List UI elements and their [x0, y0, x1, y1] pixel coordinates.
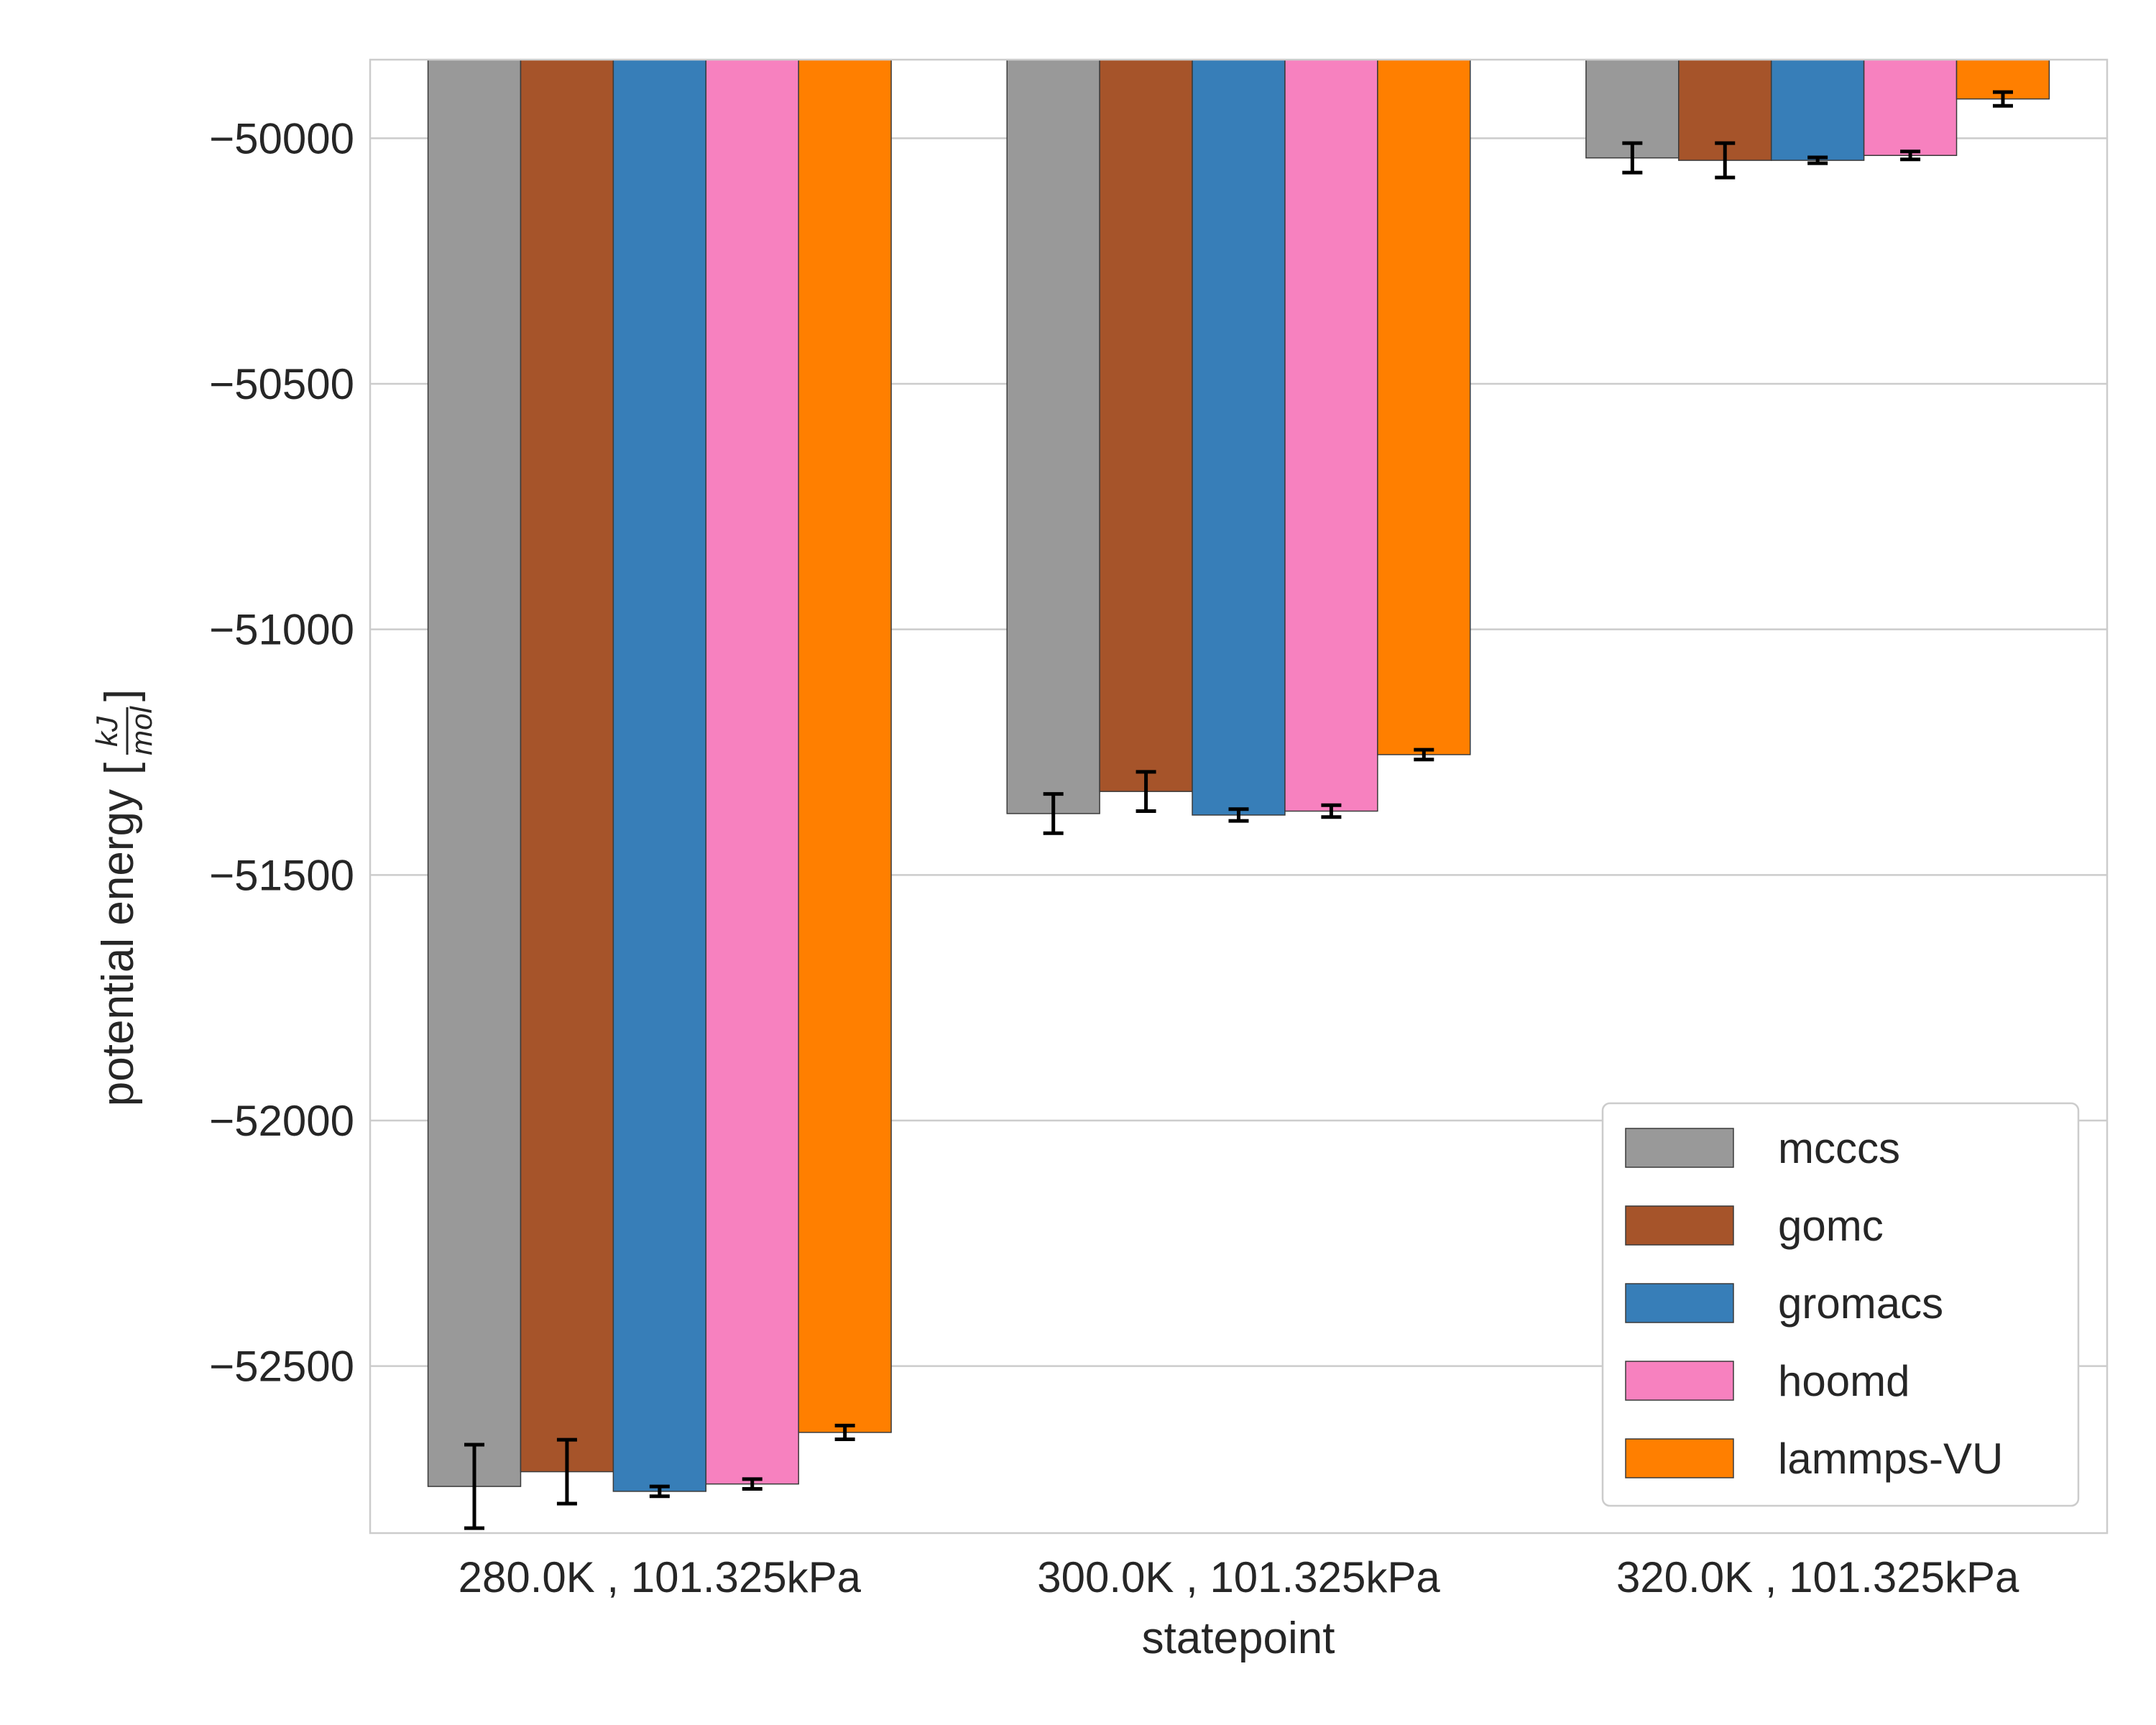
error-bar-hoomd — [1321, 803, 1342, 819]
y-tick-label: −52000 — [209, 1097, 354, 1145]
y-axis-label-close-bracket: ] — [96, 689, 146, 702]
bar-gromacs — [1192, 59, 1286, 816]
legend-swatch — [1625, 1361, 1734, 1401]
bar-gomc — [1099, 59, 1193, 792]
bar-lammps-VU — [798, 59, 892, 1433]
bar-gomc — [520, 59, 614, 1473]
bar-lammps-VU — [1377, 59, 1471, 755]
legend-swatch — [1625, 1283, 1734, 1323]
legend-entry-mcccs: mcccs — [1625, 1124, 1900, 1172]
y-axis-label: potential energy [ kJ mol ] — [90, 689, 158, 1106]
error-bar-gromacs — [649, 1484, 670, 1499]
y-axis-label-text: potential energy — [93, 789, 143, 1106]
error-bar-gromacs — [1228, 807, 1249, 823]
y-tick-label: −51000 — [209, 606, 354, 654]
error-bar-lammps-VU — [1414, 748, 1434, 762]
bars — [427, 59, 2050, 1492]
y-tick-label: −50500 — [209, 360, 354, 408]
x-tick-label: 320.0K , 101.325kPa — [1616, 1553, 2019, 1601]
error-bar-lammps-VU — [834, 1423, 855, 1441]
legend-swatch — [1625, 1438, 1734, 1478]
bar-mcccs — [427, 59, 522, 1487]
y-axis-unit-numerator: kJ — [90, 716, 124, 747]
bar-hoomd — [1863, 59, 1958, 156]
y-axis-unit-denominator: mol — [124, 705, 158, 755]
bar-mcccs — [1006, 59, 1100, 814]
error-bar-mcccs — [464, 1443, 485, 1530]
x-tick-label: 300.0K , 101.325kPa — [1037, 1553, 1440, 1601]
y-tick-label: −52500 — [209, 1343, 354, 1391]
legend-label: mcccs — [1778, 1124, 1900, 1172]
error-bar-lammps-VU — [1992, 90, 2013, 108]
legend-entry-lammps-VU: lammps-VU — [1625, 1435, 2003, 1483]
error-bar-mcccs — [1622, 141, 1643, 175]
y-axis-label-open-bracket: [ — [96, 763, 146, 775]
legend-entry-gomc: gomc — [1625, 1202, 1884, 1250]
legend-swatch — [1625, 1128, 1734, 1168]
error-bar-gomc — [1715, 141, 1736, 180]
error-bar-gromacs — [1807, 155, 1828, 165]
error-bar-hoomd — [1900, 150, 1921, 162]
legend: mcccs gomc gromacs hoomd lammps-VU — [1601, 1102, 2080, 1507]
bar-gromacs — [612, 59, 707, 1492]
error-bar-gomc — [556, 1438, 577, 1506]
bar-hoomd — [1284, 59, 1378, 812]
error-bars — [464, 90, 2013, 1530]
error-bar-gomc — [1135, 770, 1156, 813]
error-bar-hoomd — [742, 1477, 763, 1491]
bar-hoomd — [705, 59, 799, 1485]
legend-entry-gromacs: gromacs — [1625, 1279, 1943, 1328]
legend-frame — [1601, 1102, 2080, 1507]
legend-label: gromacs — [1778, 1279, 1943, 1328]
error-bar-mcccs — [1043, 792, 1064, 835]
y-tick-label: −51500 — [209, 851, 354, 899]
x-tick-label: 280.0K , 101.325kPa — [459, 1553, 862, 1601]
legend-entry-hoomd: hoomd — [1625, 1357, 1909, 1405]
x-axis-label: statepoint — [1142, 1614, 1335, 1663]
legend-label: hoomd — [1778, 1357, 1909, 1405]
legend-entries: mcccs gomc gromacs hoomd lammps-VU — [1625, 1124, 2003, 1483]
legend-label: gomc — [1778, 1202, 1884, 1250]
x-tick-labels: 280.0K , 101.325kPa 300.0K , 101.325kPa 32… — [459, 1553, 2019, 1601]
legend-swatch — [1625, 1205, 1734, 1246]
y-tick-labels: −50000 −50500 −51000 −51500 −52000 −52500 — [209, 114, 354, 1390]
legend-label: lammps-VU — [1778, 1435, 2003, 1483]
y-tick-label: −50000 — [209, 114, 354, 162]
bar-gromacs — [1770, 59, 1865, 161]
plot-frame — [369, 58, 2109, 1535]
